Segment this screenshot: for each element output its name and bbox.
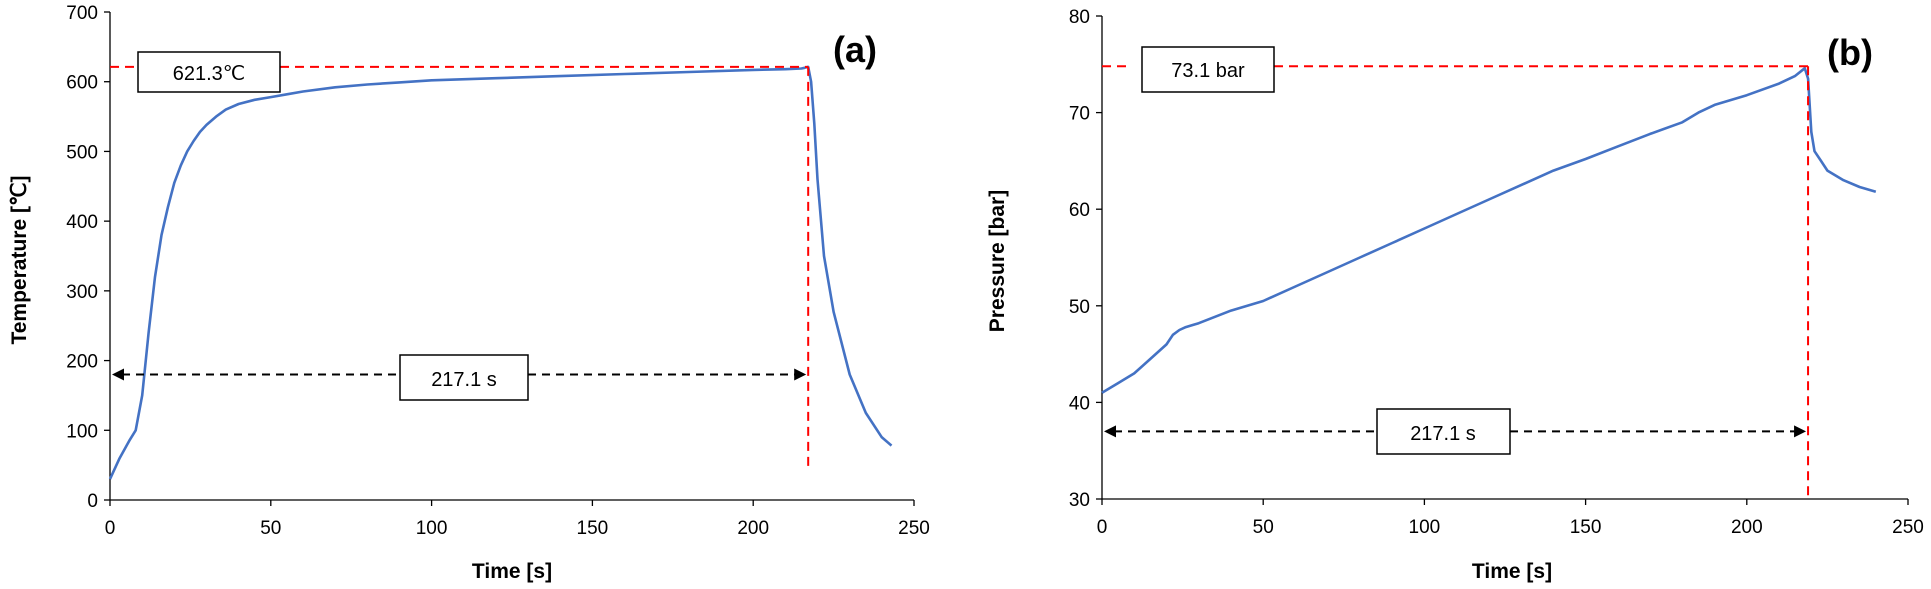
chart-b-x-tick-label: 150 [1570, 517, 1602, 538]
chart-b-duration-label-box [1376, 408, 1511, 455]
chart-a-duration-label: 217.1 s [431, 369, 497, 391]
chart-a-x-tick-label: 250 [898, 518, 930, 539]
chart-a-duration-arrowhead-left [112, 368, 124, 381]
chart-b-peak-label-box [1141, 46, 1275, 93]
chart-a-y-tick-label: 300 [66, 282, 98, 303]
chart-a-y-tick-label: 400 [66, 212, 98, 233]
chart-a-y-tick-label: 0 [87, 491, 98, 512]
chart-a-axes: 0 50 100 150 200 250 0 100 200 300 400 500 600 700 [66, 3, 930, 539]
chart-b-x-tick-label: 50 [1253, 517, 1274, 538]
chart-b: 0 50 100 150 200 250 30 40 50 60 70 80 (b) Time [s]… [986, 7, 1924, 583]
chart-b-duration-arrowhead-right [1794, 425, 1807, 438]
chart-b-peak-label: 73.1 bar [1171, 60, 1245, 82]
chart-a-marks [108, 65, 893, 480]
chart-b-axes: 0 50 100 150 200 250 30 40 50 60 70 80 [1069, 7, 1924, 538]
chart-a-x-tick-label: 50 [260, 518, 281, 539]
chart-b-y-tick-label: 80 [1069, 7, 1090, 28]
chart-a-x-tick-label: 150 [577, 518, 609, 539]
chart-b-x-tick-label: 100 [1409, 517, 1441, 538]
chart-b-y-tick-label: 60 [1069, 200, 1090, 221]
chart-a-y-tick-label: 100 [66, 421, 98, 442]
chart-b-duration-label: 217.1 s [1410, 423, 1476, 445]
chart-a-x-tick-label: 100 [416, 518, 448, 539]
chart-b-x-tick-label: 0 [1097, 517, 1108, 538]
chart-a-y-axis-title: Temperature [℃] [8, 175, 31, 344]
chart-a-peak-label-box [137, 51, 281, 93]
chart-b-y-axis-title: Pressure [bar] [986, 190, 1009, 332]
chart-a-duration-label-box [399, 354, 529, 401]
chart-a-x-axis-title: Time [s] [472, 560, 552, 583]
chart-a-y-tick-label: 600 [66, 73, 98, 94]
chart-a-y-tick-label: 700 [66, 3, 98, 24]
chart-b-y-tick-label: 40 [1069, 393, 1090, 414]
chart-a-peak-label: 621.3℃ [173, 63, 246, 85]
chart-b-marks [1101, 65, 1877, 497]
chart-a-y-tick-label: 500 [66, 142, 98, 163]
chart-b-y-tick-label: 30 [1069, 490, 1090, 511]
chart-a-duration-arrowhead-right [794, 368, 807, 381]
chart-a-series-line [108, 65, 893, 480]
chart-b-y-tick-label: 50 [1069, 297, 1090, 318]
chart-a-x-tick-label: 0 [105, 518, 116, 539]
chart-b-y-tick-label: 70 [1069, 104, 1090, 125]
chart-a: 0 50 100 150 200 250 0 100 200 300 400 500 600 700 (a… [8, 3, 930, 583]
chart-b-panel-label: (b) [1827, 32, 1873, 73]
chart-b-x-tick-label: 200 [1731, 517, 1763, 538]
chart-a-y-tick-label: 200 [66, 352, 98, 373]
chart-b-x-tick-label: 250 [1892, 517, 1924, 538]
chart-b-x-axis-title: Time [s] [1472, 560, 1552, 583]
chart-a-x-tick-label: 200 [737, 518, 769, 539]
chart-b-series-line [1101, 66, 1877, 394]
chart-b-duration-arrowhead-left [1104, 425, 1116, 438]
chart-a-panel-label: (a) [833, 29, 877, 70]
